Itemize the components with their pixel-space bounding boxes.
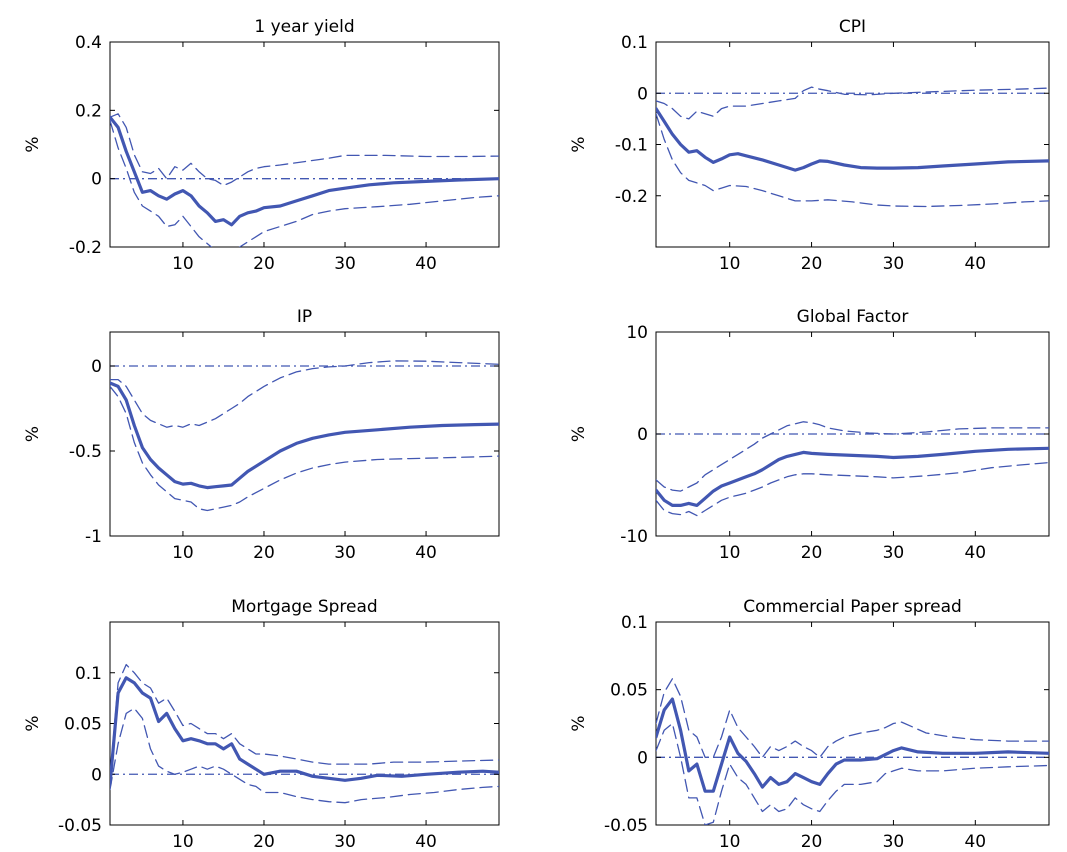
x-tick-label: 40 bbox=[964, 254, 986, 274]
x-tick-label: 20 bbox=[253, 254, 275, 274]
x-tick-label: 10 bbox=[172, 254, 194, 274]
x-tick-label: 30 bbox=[883, 543, 905, 563]
x-tick-label: 10 bbox=[719, 254, 741, 274]
y-tick-label: -0.2 bbox=[615, 187, 648, 207]
x-tick-label: 30 bbox=[334, 254, 356, 274]
y-tick-label: 10 bbox=[626, 323, 648, 343]
y-tick-label: -10 bbox=[620, 527, 648, 547]
y-axis-label: % bbox=[23, 426, 43, 442]
x-tick-label: 40 bbox=[415, 543, 437, 563]
y-tick-label: 0.1 bbox=[621, 33, 648, 53]
x-tick-label: 30 bbox=[883, 832, 905, 852]
y-tick-label: 0.05 bbox=[610, 681, 648, 701]
panel-title: Mortgage Spread bbox=[231, 597, 377, 617]
x-tick-label: 20 bbox=[253, 543, 275, 563]
y-tick-label: -0.2 bbox=[69, 238, 102, 258]
x-tick-label: 20 bbox=[801, 832, 823, 852]
y-tick-label: -0.1 bbox=[615, 136, 648, 156]
panel-title: 1 year yield bbox=[254, 17, 354, 37]
y-tick-label: 0.1 bbox=[75, 664, 102, 684]
y-axis-label: % bbox=[23, 136, 43, 152]
y-tick-label: 0 bbox=[637, 425, 648, 445]
y-tick-label: 0.4 bbox=[75, 33, 102, 53]
x-tick-label: 10 bbox=[172, 832, 194, 852]
y-axis-label: % bbox=[569, 426, 589, 442]
panel-title: IP bbox=[297, 307, 312, 327]
x-tick-label: 20 bbox=[801, 254, 823, 274]
x-tick-label: 20 bbox=[253, 832, 275, 852]
y-tick-label: -0.05 bbox=[58, 816, 102, 836]
y-tick-label: 0 bbox=[91, 357, 102, 377]
y-tick-label: 0.05 bbox=[64, 715, 102, 735]
x-tick-label: 20 bbox=[801, 543, 823, 563]
y-tick-label: 0 bbox=[637, 748, 648, 768]
y-tick-label: -0.5 bbox=[69, 442, 102, 462]
panel-title: Global Factor bbox=[797, 307, 909, 327]
y-tick-label: 0.2 bbox=[75, 101, 102, 121]
x-tick-label: 30 bbox=[334, 543, 356, 563]
x-tick-label: 10 bbox=[719, 832, 741, 852]
y-tick-label: -1 bbox=[85, 527, 102, 547]
x-tick-label: 40 bbox=[964, 832, 986, 852]
x-tick-label: 40 bbox=[415, 254, 437, 274]
x-tick-label: 40 bbox=[964, 543, 986, 563]
y-tick-label: 0.1 bbox=[621, 613, 648, 633]
y-axis-label: % bbox=[569, 715, 589, 731]
x-tick-label: 40 bbox=[415, 832, 437, 852]
y-tick-label: 0 bbox=[91, 170, 102, 190]
y-tick-label: 0 bbox=[91, 765, 102, 785]
y-tick-label: 0 bbox=[637, 84, 648, 104]
x-tick-label: 10 bbox=[719, 543, 741, 563]
y-axis-label: % bbox=[569, 136, 589, 152]
x-tick-label: 30 bbox=[883, 254, 905, 274]
x-tick-label: 10 bbox=[172, 543, 194, 563]
panel-title: CPI bbox=[839, 17, 866, 37]
y-tick-label: -0.05 bbox=[604, 816, 648, 836]
y-axis-label: % bbox=[23, 715, 43, 731]
x-tick-label: 30 bbox=[334, 832, 356, 852]
panel-title: Commercial Paper spread bbox=[743, 597, 962, 617]
